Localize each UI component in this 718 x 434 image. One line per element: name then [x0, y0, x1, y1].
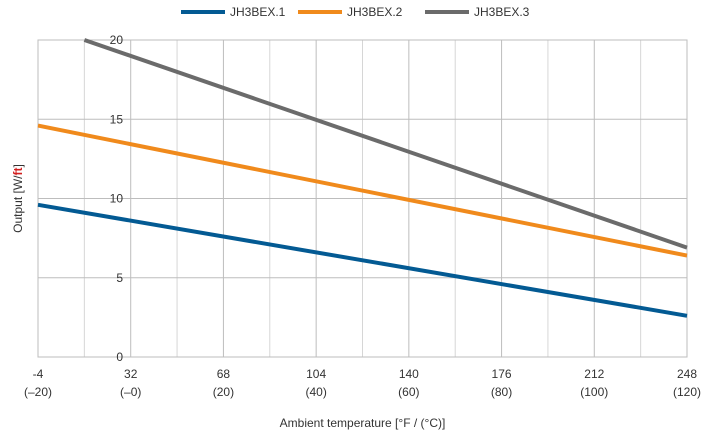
x-tick-labels: -4 (–20) 32 (–0) 68 (20) 104 (40) 140 (60) 176 (80)… [24, 367, 701, 399]
legend-label-1: JH3BEX.1 [230, 5, 286, 19]
y-tick-labels: 0 5 10 15 20 [110, 33, 124, 364]
legend-label-2: JH3BEX.2 [347, 5, 403, 19]
x-tick-label-c: (–0) [120, 385, 141, 399]
x-tick-label-f: 140 [399, 367, 419, 381]
series-line-3 [83, 38, 688, 250]
x-axis-label: Ambient temperature [°F / (°C)] [280, 416, 446, 430]
y-tick-label: 10 [110, 192, 124, 206]
series-line-2 [37, 123, 688, 258]
x-tick-label-c: (120) [673, 385, 701, 399]
legend: JH3BEX.1 JH3BEX.2 JH3BEX.3 [181, 5, 530, 19]
x-tick-label-c: (60) [398, 385, 419, 399]
y-tick-label: 0 [116, 350, 123, 364]
legend-label-3: JH3BEX.3 [474, 5, 530, 19]
x-tick-label-f: 248 [677, 367, 697, 381]
y-tick-label: 5 [116, 271, 123, 285]
y-tick-label: 20 [110, 33, 124, 47]
x-tick-label-f: 32 [124, 367, 138, 381]
x-tick-label-f: 212 [584, 367, 604, 381]
y-axis-label: Output [W/ft] [11, 164, 25, 233]
y-tick-label: 15 [110, 112, 124, 126]
x-tick-label-c: (100) [580, 385, 608, 399]
y-axis-label-unit: ft [11, 167, 25, 175]
x-tick-label-c: (80) [491, 385, 512, 399]
grid [38, 40, 687, 357]
x-tick-label-f: 104 [306, 367, 326, 381]
x-tick-label-f: 176 [492, 367, 512, 381]
x-tick-label-c: (–20) [24, 385, 52, 399]
series-line-1 [37, 202, 688, 318]
x-tick-label-f: -4 [33, 367, 44, 381]
plot-frame [37, 39, 688, 358]
x-tick-label-c: (20) [213, 385, 234, 399]
x-tick-label-f: 68 [217, 367, 231, 381]
y-axis-label-suffix: ] [11, 164, 25, 167]
y-axis-label-prefix: Output [W/ [11, 175, 25, 233]
x-tick-label-c: (40) [305, 385, 326, 399]
series-lines [37, 38, 688, 318]
